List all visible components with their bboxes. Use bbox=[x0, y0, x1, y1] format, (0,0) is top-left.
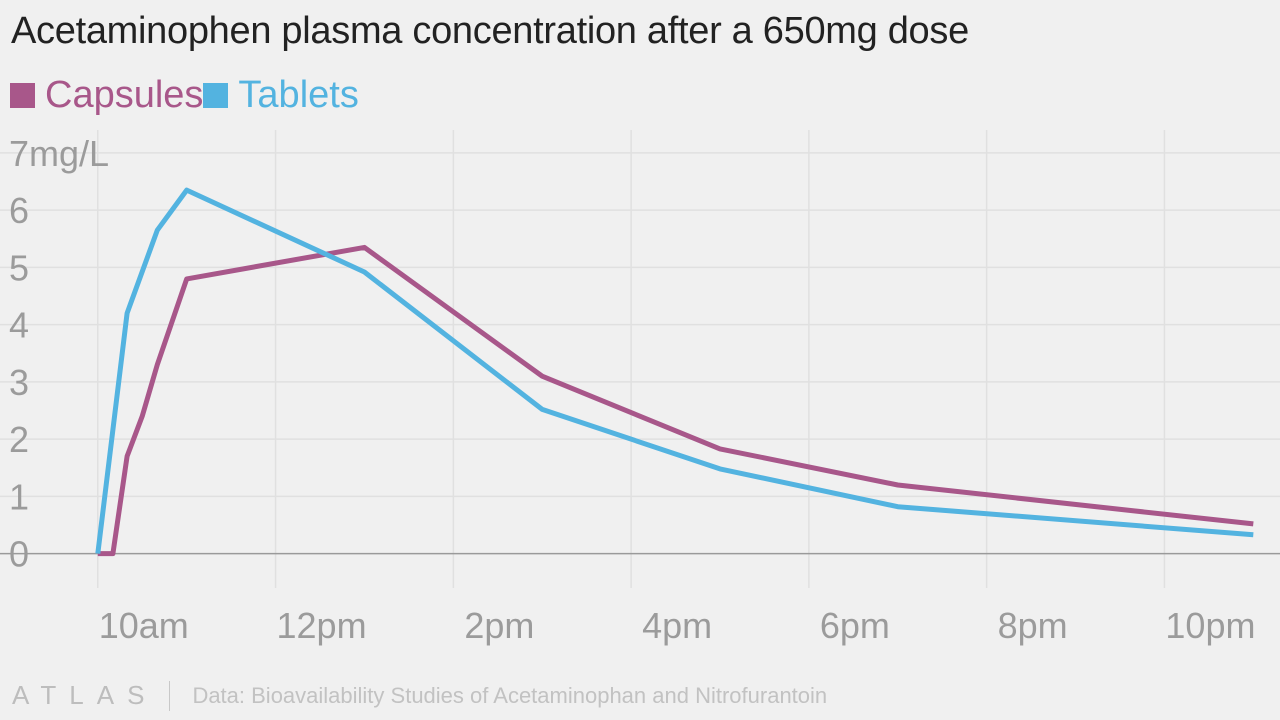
y-tick-label-7: 7mg/L bbox=[9, 133, 109, 174]
series-line-capsules bbox=[97, 244, 1254, 557]
y-tick-label-1: 1 bbox=[9, 476, 29, 517]
footer: ATLAS Data: Bioavailability Studies of A… bbox=[12, 680, 827, 711]
y-tick-label-3: 3 bbox=[9, 362, 29, 403]
x-tick-label-10am: 10am bbox=[99, 605, 189, 646]
x-tick-label-2pm: 2pm bbox=[464, 605, 534, 646]
x-tick-label-12pm: 12pm bbox=[277, 605, 367, 646]
legend-swatch-tablets bbox=[203, 83, 229, 108]
atlas-logo: ATLAS bbox=[12, 680, 158, 710]
x-tick-label-6pm: 6pm bbox=[820, 605, 890, 646]
chart-legend: Capsules Tablets bbox=[10, 74, 359, 117]
y-tick-label-6: 6 bbox=[9, 190, 29, 231]
legend-label-tablets: Tablets bbox=[238, 74, 359, 116]
footer-divider bbox=[169, 680, 171, 711]
x-tick-label-4pm: 4pm bbox=[642, 605, 712, 646]
chart-title: Acetaminophen plasma concentration after… bbox=[11, 10, 969, 52]
legend-item-tablets: Tablets bbox=[203, 74, 359, 117]
y-tick-label-0: 0 bbox=[9, 534, 29, 575]
legend-swatch-capsules bbox=[10, 83, 35, 108]
source-note: Data: Bioavailability Studies of Acetami… bbox=[192, 682, 828, 708]
y-tick-label-2: 2 bbox=[9, 419, 29, 460]
x-tick-label-8pm: 8pm bbox=[998, 605, 1068, 646]
y-tick-label-5: 5 bbox=[9, 247, 29, 288]
legend-label-capsules: Capsules bbox=[45, 74, 204, 116]
x-tick-label-10pm: 10pm bbox=[1165, 605, 1255, 646]
series-line-tablets bbox=[95, 187, 1254, 554]
legend-item-capsules: Capsules bbox=[10, 74, 203, 117]
y-tick-label-4: 4 bbox=[9, 305, 29, 346]
